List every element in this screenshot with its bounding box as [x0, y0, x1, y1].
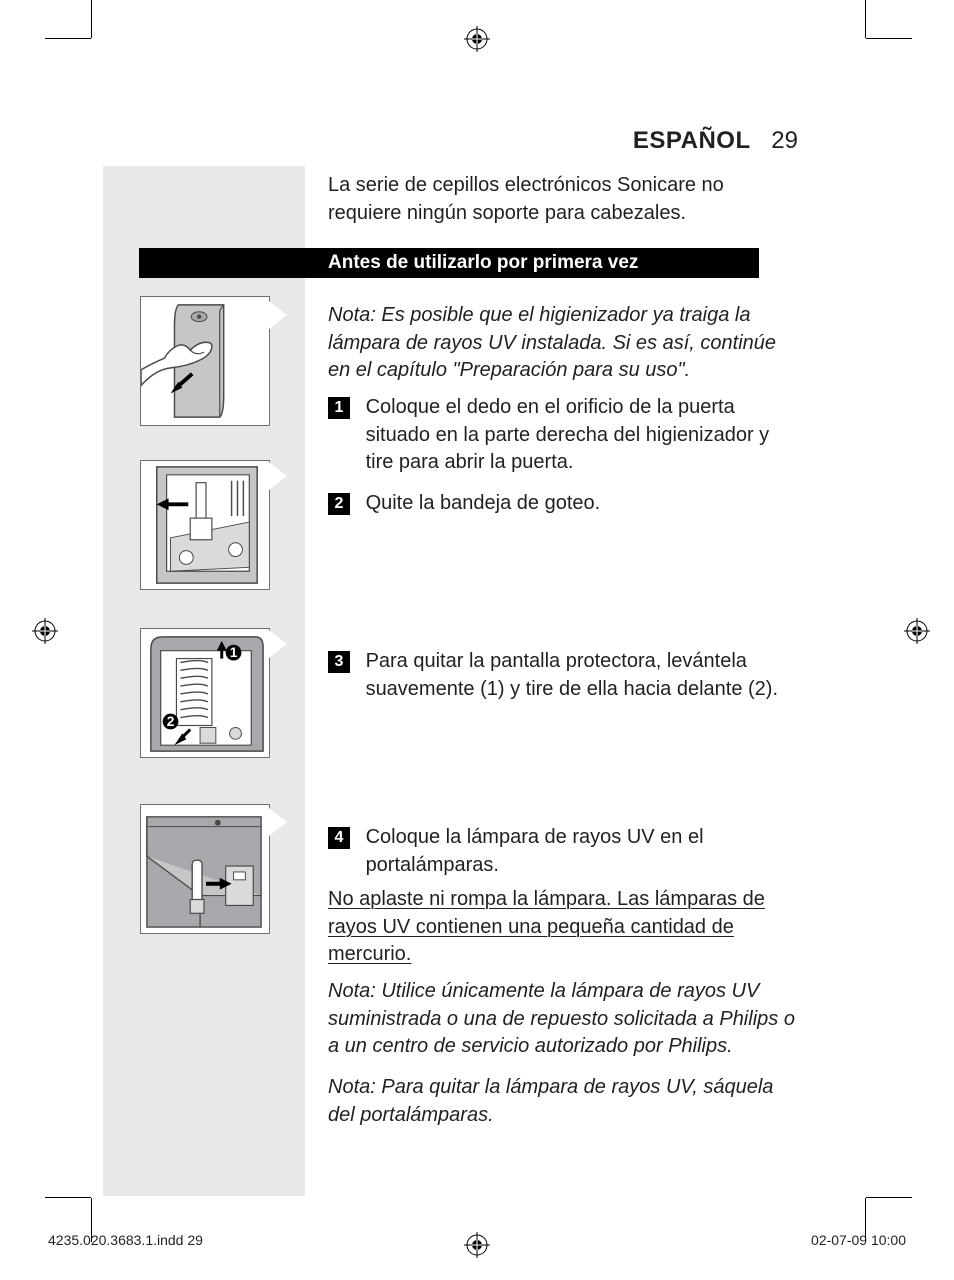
step-text: Para quitar la pantalla protectora, levá…	[366, 648, 796, 703]
step-1: 1 Coloque el dedo en el orificio de la p…	[328, 394, 802, 477]
crop-mark	[91, 0, 92, 38]
note-top: Nota: Es posible que el higienizador ya …	[328, 302, 802, 385]
crop-mark	[866, 1197, 912, 1198]
crop-mark	[45, 38, 91, 39]
step-text: Coloque la lámpara de rayos UV en el por…	[366, 824, 796, 879]
figure-pointer	[269, 301, 287, 329]
figure-pointer	[269, 808, 287, 836]
step-4: 4 Coloque la lámpara de rayos UV en el p…	[328, 824, 802, 879]
figure-pointer	[269, 462, 287, 490]
step-text: Coloque el dedo en el orificio de la pue…	[366, 394, 796, 477]
page-number: 29	[771, 127, 798, 154]
print-footer: 4235.020.3683.1.indd 29 02-07-09 10:00	[48, 1231, 906, 1250]
step-number: 4	[328, 827, 350, 849]
footer-date: 02-07-09 10:00	[811, 1231, 906, 1250]
warning-text: No aplaste ni rompa la lámpara. Las lámp…	[328, 886, 802, 969]
crop-mark	[45, 1197, 91, 1198]
registration-mark-icon	[464, 26, 490, 52]
step-number: 1	[328, 397, 350, 419]
crop-mark	[866, 38, 912, 39]
note-bottom: Nota: Para quitar la lámpara de rayos UV…	[328, 1074, 802, 1129]
figure-remove-tray	[140, 460, 270, 590]
callout-2: 2	[167, 714, 175, 729]
footer-file: 4235.020.3683.1.indd 29	[48, 1231, 203, 1250]
figure-remove-shield: 1 2	[140, 628, 270, 758]
page-header: ESPAÑOL 29	[633, 124, 798, 157]
crop-mark	[865, 0, 866, 38]
figure-open-door	[140, 296, 270, 426]
figure-pointer	[269, 630, 287, 658]
section-heading: Antes de utilizarlo por primera vez	[139, 248, 759, 278]
registration-mark-icon	[904, 618, 930, 644]
registration-mark-icon	[32, 618, 58, 644]
step-text: Quite la bandeja de goteo.	[366, 490, 796, 518]
note-mid: Nota: Utilice únicamente la lámpara de r…	[328, 978, 802, 1061]
language-label: ESPAÑOL	[633, 127, 751, 154]
step-3: 3 Para quitar la pantalla protectora, le…	[328, 648, 802, 703]
callout-1: 1	[230, 645, 238, 660]
step-number: 3	[328, 651, 350, 673]
step-number: 2	[328, 493, 350, 515]
figure-insert-bulb	[140, 804, 270, 934]
step-2: 2 Quite la bandeja de goteo.	[328, 490, 802, 518]
intro-paragraph: La serie de cepillos electrónicos Sonica…	[328, 172, 802, 227]
